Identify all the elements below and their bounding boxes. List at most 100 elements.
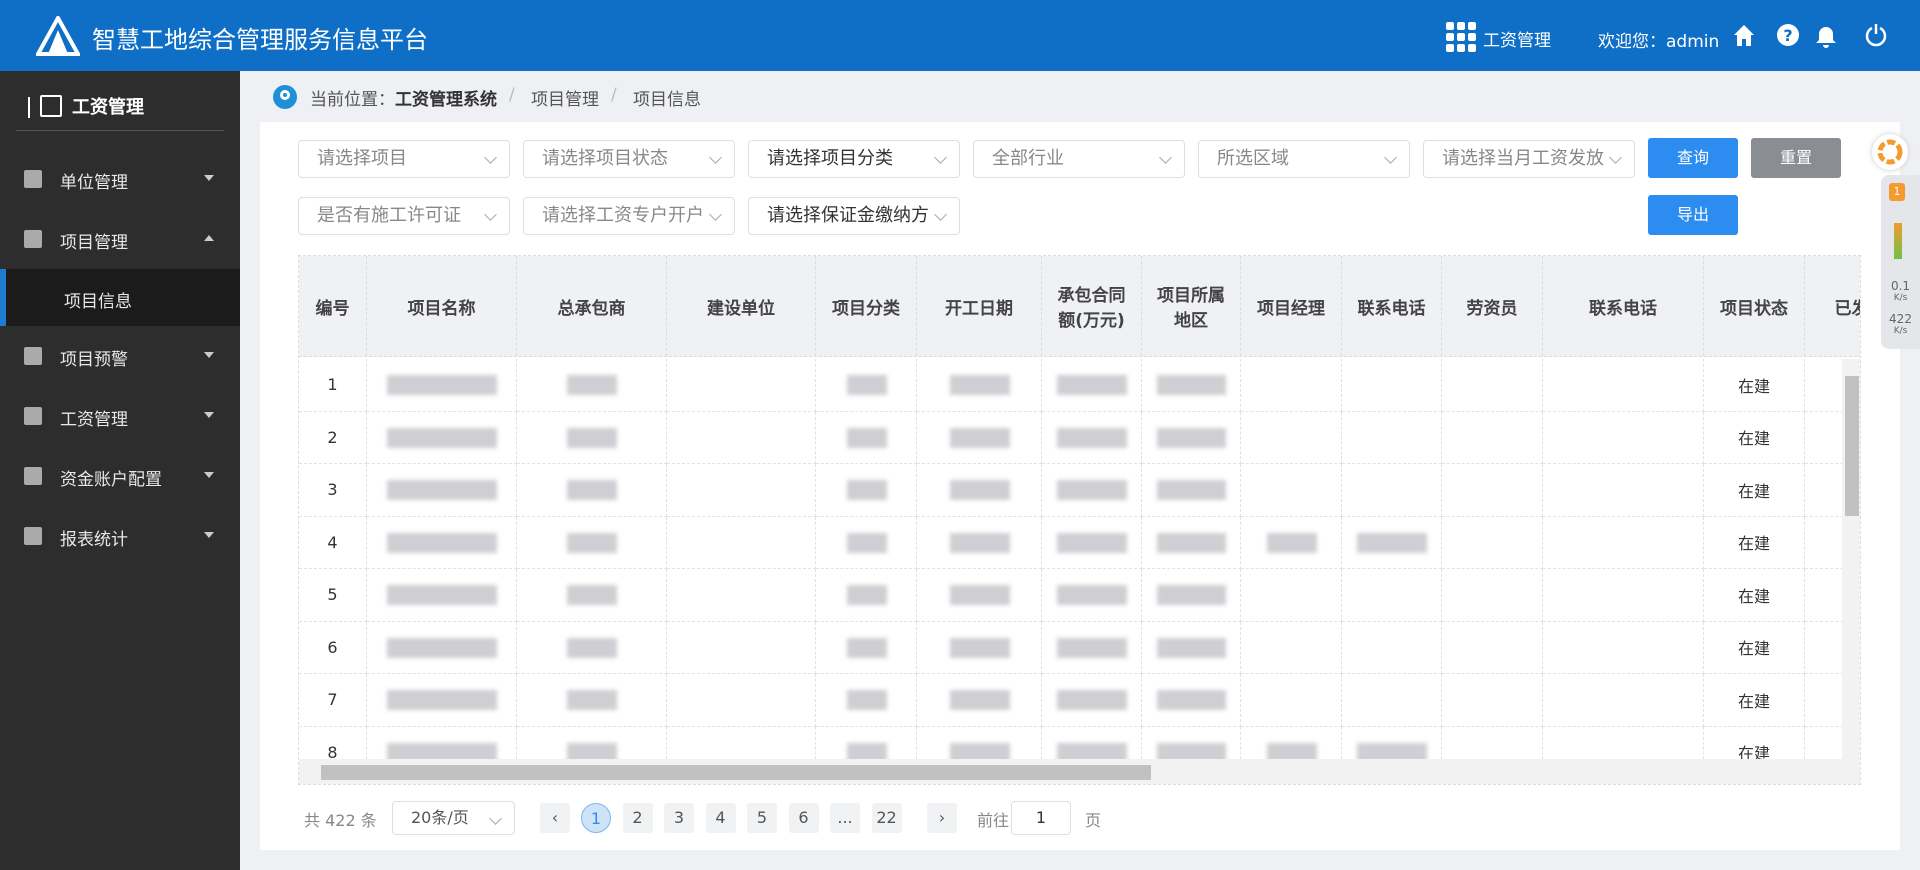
menu-arrow xyxy=(204,472,214,478)
crumb-item[interactable]: 项目管理 xyxy=(531,90,599,110)
query-button[interactable]: 查询 xyxy=(1648,138,1738,178)
filter-select[interactable]: 所选区域 xyxy=(1198,140,1410,178)
blurred-content xyxy=(1157,742,1226,763)
welcome: 欢迎您：admin xyxy=(1598,32,1720,52)
table-cell xyxy=(1543,621,1704,674)
page-button[interactable]: 1 xyxy=(581,803,611,833)
menu-item[interactable]: 项目预警 xyxy=(0,326,240,386)
filter-select[interactable]: 请选择项目状态 xyxy=(523,140,735,178)
page-size[interactable]: 20条/页 xyxy=(392,801,515,835)
table-cell xyxy=(517,411,667,464)
panel: 请选择项目 请选择项目状态 请选择项目分类 全部行业 所选区域 请选择当月工资发放是否有施… xyxy=(260,122,1900,850)
page-button[interactable]: 3 xyxy=(664,803,694,833)
sidebar-title: 工资管理 xyxy=(28,93,144,119)
column-header: 联系电话 xyxy=(1543,256,1704,356)
blurred-content xyxy=(949,375,1010,395)
menu-arrow xyxy=(204,235,214,241)
filter-select[interactable]: 是否有施工许可证 xyxy=(298,197,510,235)
location-icon xyxy=(273,85,297,109)
table-cell xyxy=(1342,674,1442,727)
export-button[interactable]: 导出 xyxy=(1648,195,1738,235)
column-header: 联系电话 xyxy=(1342,256,1442,356)
menu-item[interactable]: 报表统计 xyxy=(0,506,240,566)
page-button[interactable]: 22 xyxy=(871,803,902,833)
page-button[interactable]: ... xyxy=(830,803,860,833)
page-button[interactable]: 6 xyxy=(788,803,819,833)
table-cell xyxy=(1342,569,1442,622)
blurred-content xyxy=(1266,742,1317,763)
blurred-content xyxy=(846,585,887,605)
menu-item[interactable]: 资金账户配置 xyxy=(0,446,240,506)
down-speed: 422 xyxy=(1889,312,1912,326)
filter-select[interactable]: 全部行业 xyxy=(973,140,1185,178)
column-header: 项目名称 xyxy=(367,256,517,356)
menu-item[interactable]: 项目管理 xyxy=(0,209,240,269)
table-cell xyxy=(517,464,667,517)
table-cell: 2 xyxy=(299,411,367,464)
table-cell xyxy=(1805,674,1860,727)
next-page[interactable]: › xyxy=(927,803,957,833)
table-cell xyxy=(1042,569,1142,622)
header-icons[interactable]: ? xyxy=(1731,22,1901,50)
crumb-item[interactable]: 工资管理系统 xyxy=(395,90,497,110)
column-header: 劳资员 xyxy=(1442,256,1543,356)
submenu-label: 项目信息 xyxy=(64,292,132,312)
filter-select[interactable]: 请选择工资专户开户 xyxy=(523,197,735,235)
hscroll-thumb[interactable] xyxy=(321,765,1151,780)
menu-icon xyxy=(24,467,42,485)
blurred-content xyxy=(846,637,887,658)
table-cell xyxy=(917,674,1042,727)
blurred-content xyxy=(949,742,1010,763)
table-cell xyxy=(667,411,816,464)
table-cell xyxy=(1342,411,1442,464)
filter-select[interactable]: 请选择项目分类 xyxy=(748,140,960,178)
page-button[interactable]: 2 xyxy=(622,803,653,833)
blurred-content xyxy=(1157,375,1226,395)
reset-button[interactable]: 重置 xyxy=(1751,138,1841,178)
float-logo[interactable] xyxy=(1872,134,1908,170)
page-button[interactable]: 5 xyxy=(747,803,777,833)
table-cell xyxy=(816,359,917,412)
blurred-content xyxy=(1057,742,1127,763)
submenu-item[interactable]: 项目信息 xyxy=(0,269,240,326)
blurred-content xyxy=(387,690,497,710)
goto-input[interactable]: 1 xyxy=(1011,801,1071,835)
menu-label: 资金账户配置 xyxy=(60,470,162,490)
table-cell xyxy=(1442,621,1543,674)
table-cell xyxy=(1241,516,1342,569)
blurred-content xyxy=(949,480,1010,500)
crumb-sep: / xyxy=(509,85,515,105)
table-cell xyxy=(367,516,517,569)
prev-page[interactable]: ‹ xyxy=(540,803,570,833)
menu-label: 项目管理 xyxy=(60,233,128,253)
vscroll-thumb[interactable] xyxy=(1845,376,1859,516)
logo xyxy=(36,16,80,56)
table-cell xyxy=(1442,569,1543,622)
filter-select[interactable]: 请选择当月工资发放 xyxy=(1423,140,1635,178)
filter-select[interactable]: 请选择项目 xyxy=(298,140,510,178)
blurred-content xyxy=(1157,690,1226,710)
table-cell xyxy=(816,411,917,464)
menu-label: 工资管理 xyxy=(60,410,128,430)
module-link[interactable]: 工资管理 xyxy=(1483,31,1551,51)
page-button[interactable]: 4 xyxy=(705,803,736,833)
blurred-content xyxy=(387,637,497,658)
column-header: 开工日期 xyxy=(917,256,1042,356)
grid-icon[interactable] xyxy=(1446,22,1476,52)
menu-item[interactable]: 单位管理 xyxy=(0,149,240,209)
crumb-item[interactable]: 项目信息 xyxy=(633,90,701,110)
column-header: 总承包商 xyxy=(517,256,667,356)
table-cell xyxy=(1142,621,1241,674)
table: 编号 项目名称 总承包商 建设单位 项目分类 开工日期 承包合同额(万元) 项目所属地区 项目经… xyxy=(298,255,1861,785)
blurred-content xyxy=(846,742,887,763)
blurred-content xyxy=(387,532,497,553)
menu-item[interactable]: 工资管理 xyxy=(0,386,240,446)
table-cell xyxy=(667,674,816,727)
table-cell xyxy=(1543,516,1704,569)
column-header: 建设单位 xyxy=(667,256,816,356)
menu-icon xyxy=(24,527,42,545)
menu-icon xyxy=(24,407,42,425)
table-cell xyxy=(1543,464,1704,517)
filter-select[interactable]: 请选择保证金缴纳方 xyxy=(748,197,960,235)
blurred-content xyxy=(387,427,497,448)
